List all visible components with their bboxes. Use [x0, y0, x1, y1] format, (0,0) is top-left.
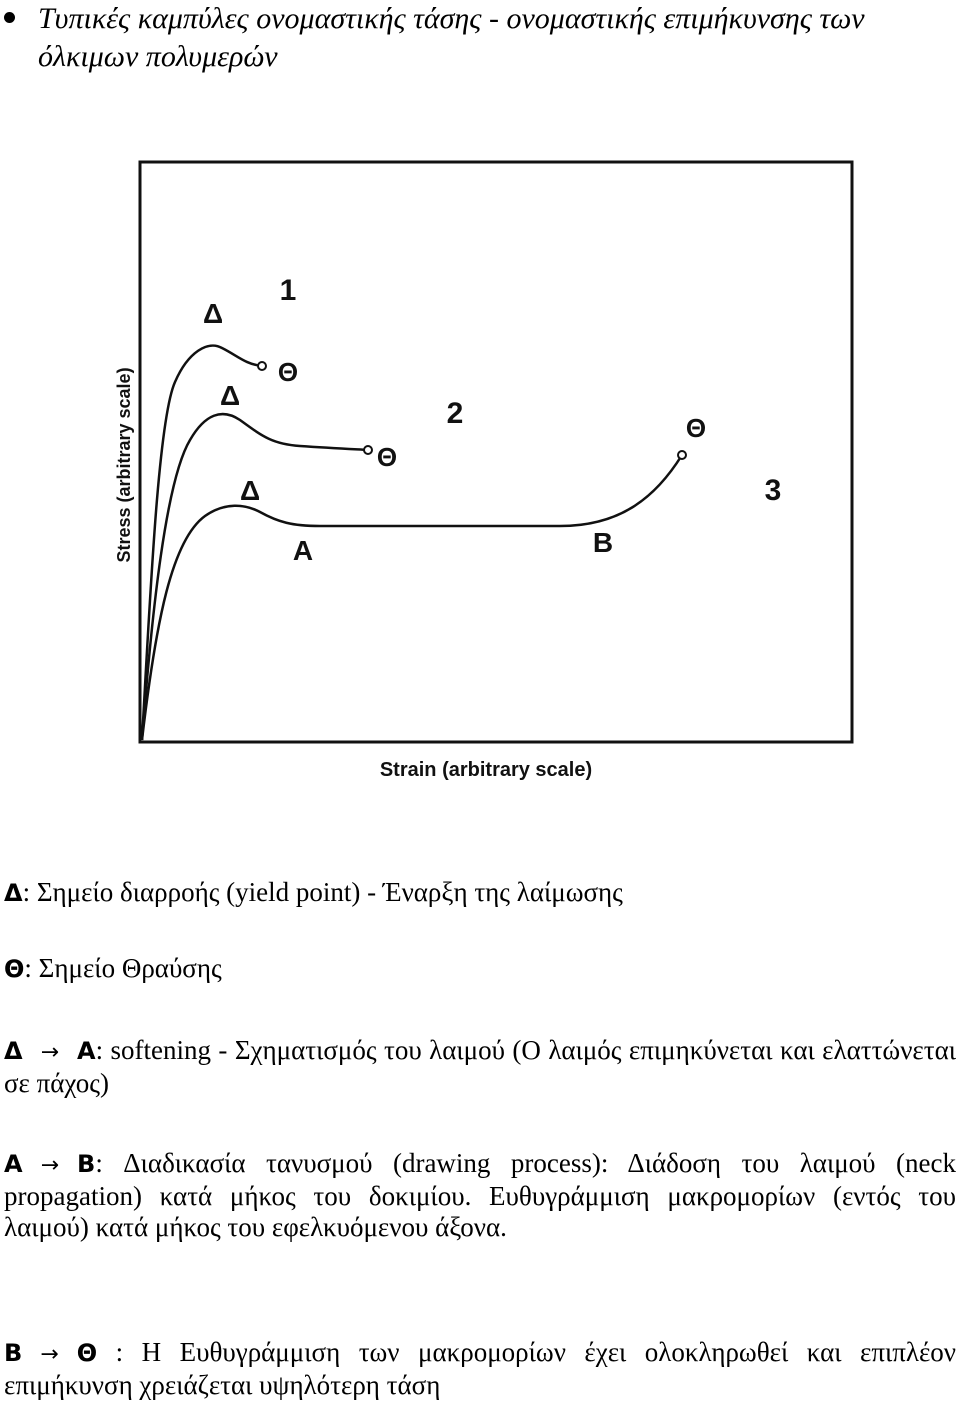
neck-end-label: B [593, 527, 613, 558]
plot-frame [138, 160, 854, 744]
curve-number-3: 3 [765, 474, 782, 507]
heading: Τυπικές καμπύλες ονομαστικής τάσης - ονο… [38, 2, 865, 73]
delta-description: : Σημείο διαρροής (yield point) - Έναρξη… [22, 877, 623, 907]
stress-strain-figure: Stress (arbitrary scale) Strain (arbitra… [114, 160, 854, 781]
right-arrow-icon: → [40, 1153, 60, 1178]
right-arrow-icon: → [40, 1040, 60, 1065]
curve-number-1: 1 [280, 274, 297, 307]
theta-symbol: Θ [4, 955, 25, 983]
legend-a-to-b: A → B: Διαδικασία τανυσμού (drawing proces… [4, 1148, 956, 1243]
neck-start-label: A [293, 535, 313, 566]
curve-1-fracture-point [257, 361, 267, 371]
strain-hardening-description: : Η Ευθυγράμμιση των μακρομορίων έχει ολ… [4, 1337, 956, 1400]
delta-symbol: Δ [4, 1037, 23, 1065]
right-arrow-icon: → [40, 1342, 59, 1367]
drawing-process-description: : Διαδικασία τανυσμού (drawing process):… [4, 1148, 956, 1242]
yield-label-curve-3: Δ [240, 475, 260, 506]
yield-label-curve-1: Δ [203, 298, 223, 329]
bullet-dot [4, 12, 15, 23]
curve-3-fracture-point [677, 450, 687, 460]
fracture-label-curve-3: Θ [686, 413, 706, 443]
curve-2-fracture-point [363, 445, 373, 455]
yield-label-curve-2: Δ [220, 380, 240, 411]
b-symbol: B [4, 1339, 23, 1367]
legend-delta: Δ: Σημείο διαρροής (yield point) - Έναρξ… [4, 877, 956, 909]
x-axis-label: Strain (arbitrary scale) [380, 759, 592, 781]
a-symbol: A [4, 1150, 23, 1178]
curve-3 [140, 454, 684, 741]
theta-symbol: Θ [76, 1339, 98, 1367]
a-symbol: A [77, 1037, 96, 1065]
b-symbol: B [77, 1150, 96, 1178]
curve-1 [140, 344, 263, 741]
y-axis-label: Stress (arbitrary scale) [114, 367, 134, 562]
fracture-label-curve-1: Θ [278, 357, 298, 387]
delta-symbol: Δ [4, 879, 23, 907]
curve-2 [140, 412, 369, 741]
legend-delta-to-a: Δ → A: softening - Σχηματισμός του λαιμού … [4, 1035, 956, 1099]
softening-description: : softening - Σχηματισμός του λαιμού (Ο … [4, 1035, 956, 1098]
curve-number-2: 2 [447, 397, 464, 430]
theta-description: : Σημείο Θραύσης [24, 953, 222, 983]
fracture-label-curve-2: Θ [377, 442, 397, 472]
legend-b-to-theta: B → Θ : Η Ευθυγράμμιση των μακρομορίων έχε… [4, 1337, 956, 1401]
legend-theta: Θ: Σημείο Θραύσης [4, 953, 956, 985]
